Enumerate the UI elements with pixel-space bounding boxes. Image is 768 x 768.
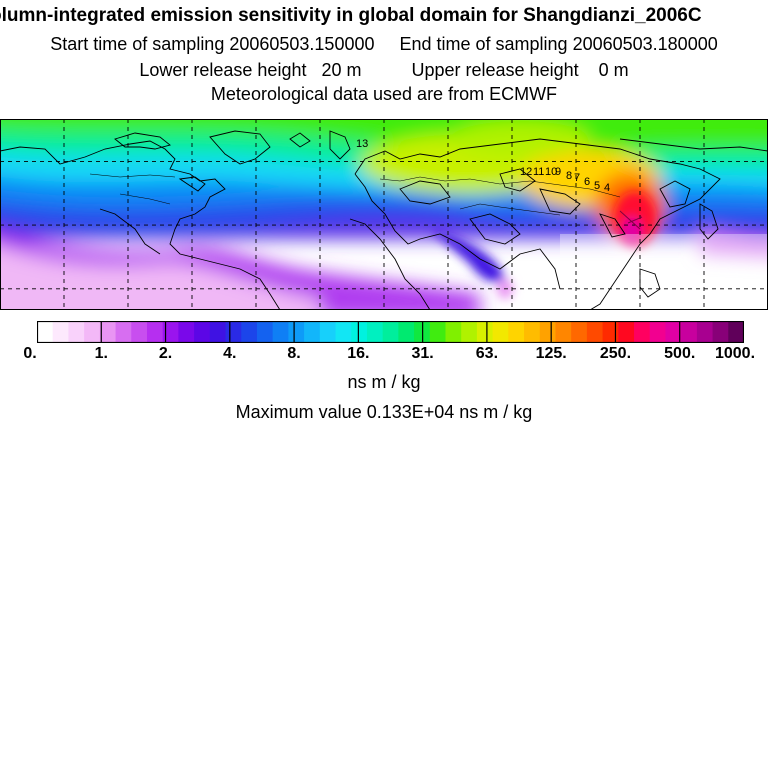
colorbar-cell [429, 321, 447, 343]
colorbar-cell [382, 321, 399, 343]
colorbar-cell [571, 321, 588, 343]
colorbar-tick-label: 0. [23, 345, 37, 362]
colorbar-cell [712, 321, 729, 343]
colorbar-cell [508, 321, 525, 343]
colorbar-cell [241, 321, 258, 343]
colorbar-cell [225, 321, 242, 343]
colorbar-cell [146, 321, 164, 343]
colorbar-tick-label: 4. [223, 345, 237, 362]
release-site-marker [619, 210, 643, 230]
colorbar-cell [461, 321, 478, 343]
colorbar-cell [115, 321, 132, 343]
colorbar-cell [131, 321, 148, 343]
contour-labels: 13 12 11 109 8 7 6 5 4 [356, 138, 610, 194]
colorbar-cell [476, 321, 494, 343]
emission-sensitivity-map: 13 12 11 109 8 7 6 5 4 [0, 119, 768, 310]
colorbar-cell [351, 321, 368, 343]
colorbar [37, 321, 744, 343]
colorbar-cell [618, 321, 635, 343]
colorbar-units: ns m / kg [347, 372, 421, 392]
colorbar-cell [649, 321, 667, 343]
contour-label: 11 [533, 166, 544, 178]
colorbar-cell [288, 321, 305, 343]
colorbar-cell [178, 321, 195, 343]
colorbar-cell [492, 321, 509, 343]
contour-label: 9 [555, 166, 561, 178]
colorbar-cell [304, 321, 321, 343]
contour-label: 13 [356, 138, 368, 150]
contour-label: 12 [520, 166, 532, 178]
colorbar-cell [524, 321, 541, 343]
colorbar-cell [335, 321, 352, 343]
colorbar-tick-label: 250. [599, 345, 632, 362]
colorbar-cell [99, 321, 117, 343]
colorbar-cell [209, 321, 227, 343]
colorbar-tick-label: 1000. [714, 345, 756, 362]
colorbar-cell [398, 321, 415, 343]
colorbar-cell [696, 321, 714, 343]
colorbar-tick-label: 500. [664, 345, 696, 362]
maximum-value-text: Maximum value 0.133E+04 ns m / kg [235, 402, 533, 422]
contour-label: 8 [566, 170, 572, 182]
borders [89, 173, 621, 216]
colorbar-cell [52, 321, 70, 343]
colorbar-tick-label: 63. [475, 345, 499, 362]
colorbar-cell [68, 321, 85, 343]
contour-label: 6 [584, 176, 590, 188]
contour-label: 5 [594, 180, 600, 192]
sampling-time-line: Start time of sampling 20060503.150000 E… [50, 34, 718, 54]
colorbar-cell [162, 321, 179, 343]
colorbar-cell [602, 321, 619, 343]
colorbar-dividers [100, 321, 681, 343]
colorbar-cell [681, 321, 698, 343]
colorbar-tick-label: 8. [287, 345, 301, 362]
colorbar-cell [539, 321, 557, 343]
colorbar-tick-label: 1. [94, 345, 108, 362]
colorbar-cell [586, 321, 604, 343]
colorbar-cell [84, 321, 101, 343]
colorbar-cell [37, 321, 54, 343]
colorbar-cell [194, 321, 211, 343]
colorbar-cell [256, 321, 274, 343]
colorbar-cells [37, 321, 744, 343]
colorbar-cell [272, 321, 289, 343]
colorbar-cell [445, 321, 462, 343]
colorbar-cell [665, 321, 682, 343]
colorbar-cell [555, 321, 572, 343]
met-data-line: Meteorological data used are from ECMWF [210, 84, 558, 104]
graticule [0, 119, 768, 310]
colorbar-cell [319, 321, 337, 343]
plot-title: olumn-integrated emission sensitivity in… [0, 5, 702, 26]
colorbar-cell [366, 321, 384, 343]
colorbar-cell [634, 321, 651, 343]
contour-label: 10 [545, 166, 557, 178]
contour-label: 7 [574, 172, 580, 184]
contour-label: 4 [604, 182, 610, 194]
colorbar-cell [728, 321, 744, 343]
colorbar-tick-label: 16. [347, 345, 370, 362]
colorbar-tick-label: 2. [158, 345, 173, 362]
colorbar-tick-label: 125. [535, 345, 567, 362]
release-height-line: Lower release height 20 m Upper release … [139, 60, 629, 80]
colorbar-tick-label: 31. [411, 345, 434, 362]
